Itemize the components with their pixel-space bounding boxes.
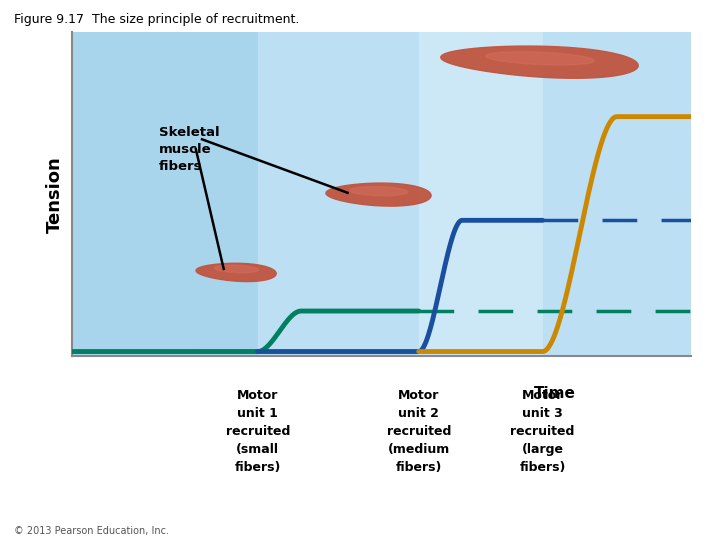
Text: Skeletal
muscle
fibers: Skeletal muscle fibers	[158, 126, 220, 173]
Text: Motor
unit 3
recruited
(large
fibers): Motor unit 3 recruited (large fibers)	[510, 389, 575, 474]
Text: Motor
unit 1
recruited
(small
fibers): Motor unit 1 recruited (small fibers)	[225, 389, 290, 474]
Bar	[543, 32, 691, 356]
Polygon shape	[486, 52, 594, 65]
Text: Motor
unit 2
recruited
(medium
fibers): Motor unit 2 recruited (medium fibers)	[387, 389, 451, 474]
Polygon shape	[326, 183, 431, 206]
Polygon shape	[350, 186, 408, 196]
Polygon shape	[215, 265, 258, 273]
Text: © 2013 Pearson Education, Inc.: © 2013 Pearson Education, Inc.	[14, 525, 169, 536]
Y-axis label: Tension: Tension	[45, 156, 63, 233]
Bar	[72, 32, 258, 356]
Text: Figure 9.17  The size principle of recruitment.: Figure 9.17 The size principle of recrui…	[14, 14, 300, 26]
Bar	[419, 32, 543, 356]
Polygon shape	[441, 46, 638, 78]
Polygon shape	[196, 264, 276, 281]
Bar	[258, 32, 419, 356]
Text: Time: Time	[534, 386, 576, 401]
